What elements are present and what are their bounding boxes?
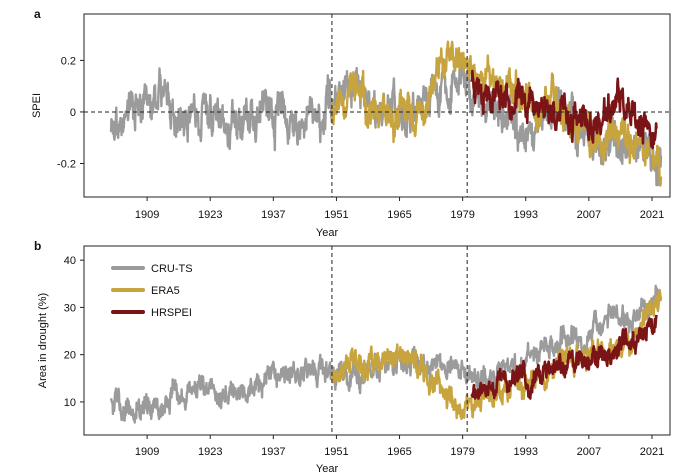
plot-frame bbox=[83, 245, 671, 436]
series-line-hrspei bbox=[470, 69, 658, 150]
legend-label-era5: ERA5 bbox=[151, 285, 180, 297]
y-tick-label: 10 bbox=[64, 397, 76, 409]
y-axis-label: SPEI bbox=[31, 93, 43, 118]
x-axis-label: Year bbox=[316, 227, 339, 239]
y-tick-label: -0.2 bbox=[57, 158, 76, 170]
x-tick-label: 1909 bbox=[135, 209, 159, 221]
x-tick-label: 1965 bbox=[387, 209, 411, 221]
x-tick-label: 1993 bbox=[514, 446, 538, 458]
series-group bbox=[109, 284, 663, 424]
y-tick-label: 30 bbox=[64, 302, 76, 314]
series-line-era5 bbox=[330, 40, 663, 187]
x-tick-label: 1979 bbox=[450, 446, 474, 458]
x-axis-label: Year bbox=[316, 463, 339, 474]
x-tick-label: 2007 bbox=[577, 446, 601, 458]
y-tick-label: 0.2 bbox=[61, 55, 76, 67]
x-tick-label: 1951 bbox=[324, 209, 348, 221]
panel-b: b 1909 1923 1937 1951 1965 1979 1993 2007 2021 10 2… bbox=[34, 239, 671, 474]
x-tick-label: 1965 bbox=[387, 446, 411, 458]
x-tick-label: 1979 bbox=[450, 209, 474, 221]
y-tick-label: 20 bbox=[64, 350, 76, 362]
panel-letter-a: a bbox=[34, 7, 41, 21]
series-line-cru-ts bbox=[109, 284, 663, 424]
series-group bbox=[109, 40, 663, 187]
panel-letter-b: b bbox=[34, 239, 41, 253]
y-tick-label: 40 bbox=[64, 255, 76, 267]
x-tick-label: 1937 bbox=[261, 446, 285, 458]
x-tick-label: 1937 bbox=[261, 209, 285, 221]
x-tick-label: 2007 bbox=[577, 209, 601, 221]
x-tick-label: 1923 bbox=[198, 446, 222, 458]
x-tick-label: 1951 bbox=[324, 446, 348, 458]
legend: CRU-TS ERA5 HRSPEI bbox=[111, 263, 193, 319]
x-tick-label: 1909 bbox=[135, 446, 159, 458]
x-tick-label: 1993 bbox=[514, 209, 538, 221]
x-tick-label: 2021 bbox=[640, 446, 664, 458]
panel-a: a 1909 1923 1937 1951 1965 1979 1993 2007 2021 -0.… bbox=[31, 7, 671, 239]
legend-label-hrspei: HRSPEI bbox=[151, 307, 192, 319]
plot-frame bbox=[83, 13, 671, 198]
legend-label-cru-ts: CRU-TS bbox=[151, 263, 193, 275]
y-axis-label: Area in drought (%) bbox=[37, 293, 49, 388]
x-tick-label: 2021 bbox=[640, 209, 664, 221]
x-tick-label: 1923 bbox=[198, 209, 222, 221]
y-tick-label: 0 bbox=[70, 107, 76, 119]
series-line-hrspei bbox=[470, 314, 658, 400]
